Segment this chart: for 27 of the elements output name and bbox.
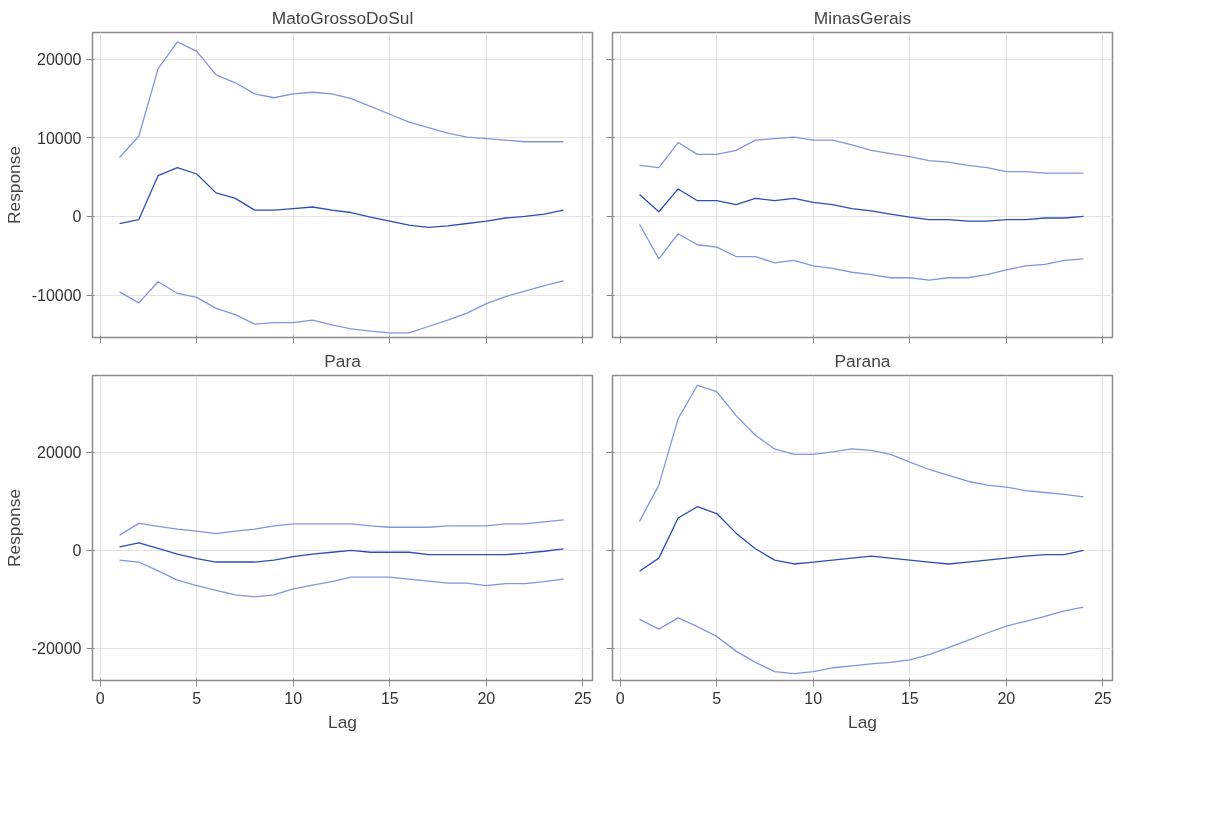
chart-title: MatoGrossoDoSul bbox=[271, 7, 414, 28]
chart-title: Para bbox=[324, 350, 362, 371]
x-tick-label: 20 bbox=[997, 689, 1016, 707]
x-tick-label: 10 bbox=[284, 689, 303, 707]
x-tick-label: 15 bbox=[900, 689, 919, 707]
x-tick-label: 25 bbox=[1093, 689, 1112, 707]
y-tick-label: 0 bbox=[72, 208, 82, 226]
x-tick-label: 10 bbox=[804, 689, 823, 707]
y-tick-label: -20000 bbox=[31, 640, 82, 658]
chart-title: MinasGerais bbox=[813, 7, 912, 28]
x-tick-label: 0 bbox=[95, 689, 105, 707]
x-tick-label: 25 bbox=[573, 689, 592, 707]
x-axis-title: Lag bbox=[328, 711, 357, 732]
x-tick-label: 15 bbox=[380, 689, 399, 707]
chart-title: Parana bbox=[834, 350, 891, 371]
y-tick-label: 20000 bbox=[37, 444, 82, 462]
y-axis-title: Response bbox=[3, 488, 24, 568]
x-tick-label: 0 bbox=[615, 689, 625, 707]
x-axis-title: Lag bbox=[848, 711, 877, 732]
x-tick-label: 5 bbox=[712, 689, 722, 707]
y-tick-label: 0 bbox=[72, 542, 82, 560]
y-tick-label: 20000 bbox=[37, 51, 82, 69]
x-tick-label: 5 bbox=[192, 689, 202, 707]
y-axis-title: Response bbox=[3, 145, 24, 225]
y-tick-label: 10000 bbox=[37, 129, 82, 147]
y-tick-label: -10000 bbox=[31, 287, 82, 305]
x-tick-label: 20 bbox=[477, 689, 496, 707]
